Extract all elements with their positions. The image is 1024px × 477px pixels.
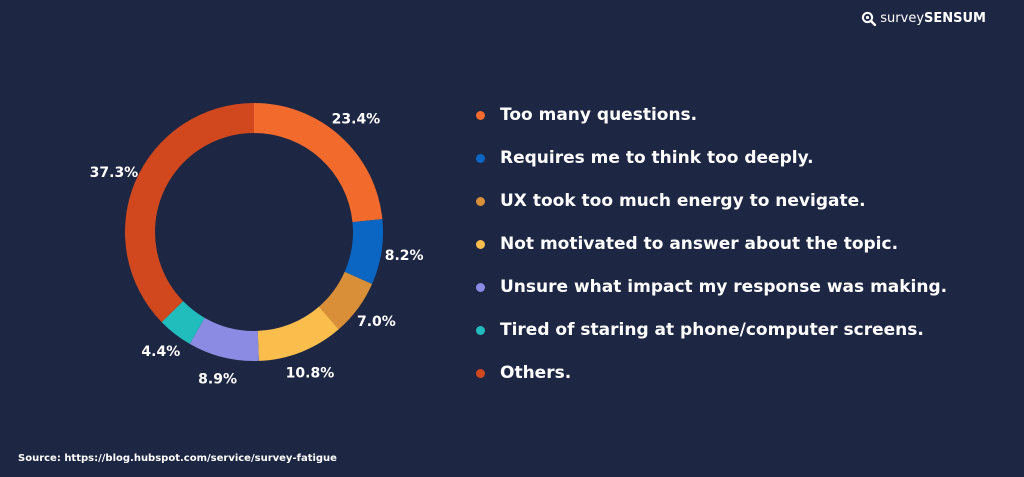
legend-swatch xyxy=(476,154,485,163)
donut-chart: 23.4% 8.2% 7.0% 10.8% 8.9% 4.4% 37.3% xyxy=(90,103,424,388)
legend-item: Not motivated to answer about the topic. xyxy=(476,229,947,272)
magnifier-logo-icon xyxy=(861,11,877,26)
brand-name-light: survey xyxy=(880,10,925,26)
donut-slice xyxy=(189,317,259,361)
donut-slice xyxy=(125,103,254,323)
legend-item: Others. xyxy=(476,358,947,401)
source-citation: Source: https://blog.hubspot.com/service… xyxy=(18,453,337,464)
legend-swatch xyxy=(476,283,485,292)
legend-swatch xyxy=(476,326,485,335)
slice-value-label: 8.9% xyxy=(198,372,237,388)
slice-labels: 23.4% 8.2% 7.0% 10.8% 8.9% 4.4% 37.3% xyxy=(90,111,424,387)
donut-slices xyxy=(125,103,383,361)
legend-swatch xyxy=(476,197,485,206)
slice-value-label: 7.0% xyxy=(357,314,396,330)
brand-name-bold: SENSUM xyxy=(924,10,986,26)
donut-slice xyxy=(344,219,383,284)
legend-swatch xyxy=(476,240,485,249)
legend-label: Tired of staring at phone/computer scree… xyxy=(500,320,924,340)
donut-slice xyxy=(161,301,205,344)
brand-logo: surveySENSUM xyxy=(861,8,986,28)
legend-label: UX took too much energy to nevigate. xyxy=(500,191,866,211)
legend-label: Not motivated to answer about the topic. xyxy=(500,234,899,254)
legend-item: Unsure what impact my response was makin… xyxy=(476,272,947,315)
legend-label: Requires me to think too deeply. xyxy=(500,148,814,168)
legend-swatch xyxy=(476,369,485,378)
legend-item: Tired of staring at phone/computer scree… xyxy=(476,315,947,358)
legend-item: UX took too much energy to nevigate. xyxy=(476,186,947,229)
donut-slice xyxy=(254,103,383,223)
legend-swatch xyxy=(476,111,485,120)
slice-value-label: 37.3% xyxy=(90,165,139,181)
brand-name: surveySENSUM xyxy=(880,11,986,26)
donut-slice xyxy=(257,306,339,361)
slice-value-label: 10.8% xyxy=(286,365,335,381)
legend-label: Unsure what impact my response was makin… xyxy=(500,277,948,297)
chart-legend: Too many questions. Requires me to think … xyxy=(476,100,947,401)
slice-value-label: 23.4% xyxy=(332,111,381,127)
slice-value-label: 4.4% xyxy=(141,344,180,360)
legend-label: Too many questions. xyxy=(500,105,698,125)
legend-label: Others. xyxy=(500,363,572,383)
legend-item: Requires me to think too deeply. xyxy=(476,143,947,186)
donut-slice xyxy=(319,271,373,330)
slice-value-label: 8.2% xyxy=(385,248,424,264)
legend-item: Too many questions. xyxy=(476,100,947,143)
